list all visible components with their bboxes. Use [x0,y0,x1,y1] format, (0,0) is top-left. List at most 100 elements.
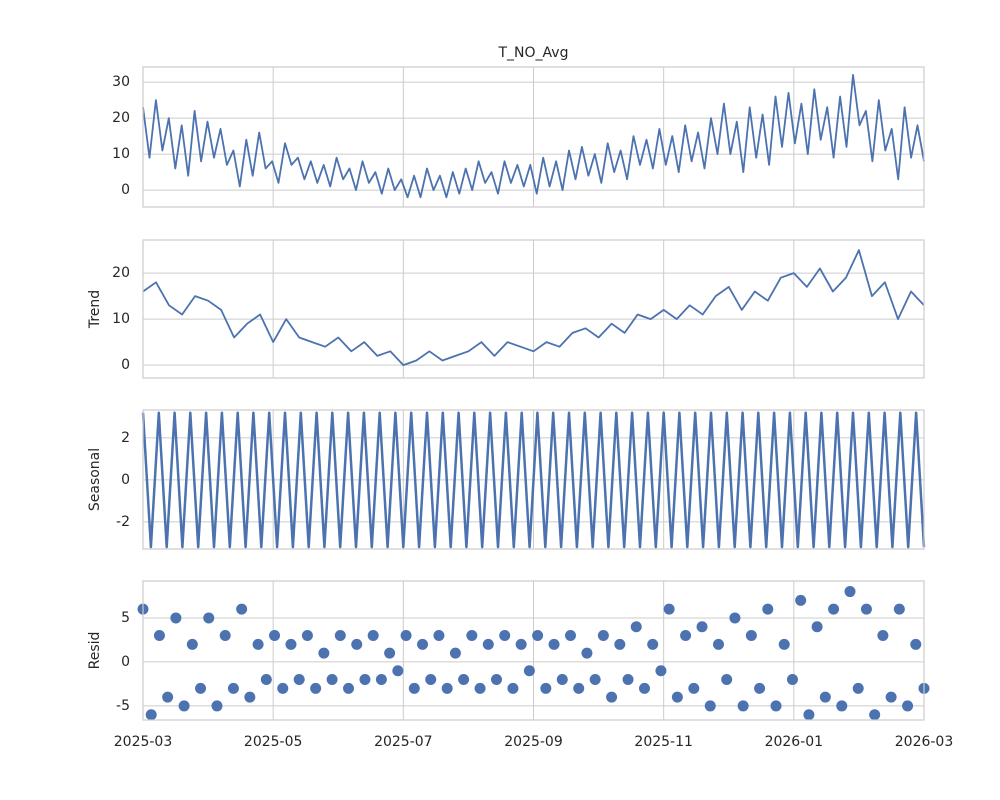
y-tick-label: -2 [116,514,130,530]
y-tick-label: 10 [112,311,130,327]
data-point [548,638,560,650]
data-point [318,647,330,659]
data-point [236,603,248,615]
data-point [285,638,297,650]
data-point [556,674,568,686]
data-point [704,700,716,712]
data-point [877,630,889,642]
data-point [795,594,807,606]
data-point [869,709,881,721]
data-point [252,638,264,650]
data-point [482,638,494,650]
data-point [244,691,256,703]
data-point [499,630,511,642]
data-point [474,682,486,694]
data-point [778,638,790,650]
x-tick-label: 2026-01 [765,734,824,750]
data-point [844,586,856,598]
y-tick-label: 5 [121,610,130,626]
data-point [162,691,174,703]
data-point [630,621,642,633]
subplot: Resid -5 0 5 2025-03 2025-05 2025-07 2025-09 202… [87,580,954,750]
subplot: Trend 0 10 20 [87,239,925,379]
data-point [589,674,601,686]
axes-frame [142,66,925,208]
data-point [458,674,470,686]
y-axis-label: Trend [87,290,103,329]
data-point [721,674,733,686]
data-point [425,674,437,686]
data-point [729,612,741,624]
data-point [211,700,223,712]
data-point [852,682,864,694]
y-tick-label: 0 [121,654,130,670]
data-point [606,691,618,703]
data-point [573,682,585,694]
data-line [142,249,925,367]
data-point [828,603,840,615]
data-point [417,638,429,650]
data-point [688,682,700,694]
data-point [351,638,363,650]
data-point [277,682,289,694]
data-point [770,700,782,712]
data-point [491,674,503,686]
data-point [786,674,798,686]
data-point [449,647,461,659]
data-point [523,665,535,677]
data-point [532,630,544,642]
data-point [803,709,815,721]
data-point [893,603,905,615]
data-point [310,682,322,694]
x-tick-label: 2025-05 [244,734,303,750]
data-point [466,630,478,642]
data-point [540,682,552,694]
data-point [515,638,527,650]
axes-frame [142,580,925,721]
data-point [696,621,708,633]
data-point [384,647,396,659]
data-point [260,674,272,686]
data-point [507,682,519,694]
data-point [581,647,593,659]
data-point [836,700,848,712]
data-point [647,638,659,650]
y-axis-label: Seasonal [87,448,103,511]
data-point [680,630,692,642]
y-tick-label: -5 [116,698,130,714]
x-tick-label: 2026-03 [895,734,954,750]
data-point [671,691,683,703]
data-point [359,674,371,686]
data-point [343,682,355,694]
subplot-title: T_NO_Avg [498,45,569,61]
data-point [762,603,774,615]
data-point [754,682,766,694]
subplot: Seasonal -2 0 2 [87,409,926,550]
data-point [737,700,749,712]
data-point [195,682,207,694]
y-tick-label: 0 [121,357,130,373]
data-point [441,682,453,694]
data-point [186,638,198,650]
data-point [170,612,182,624]
data-line [141,411,926,549]
data-point [663,603,675,615]
y-tick-label: 0 [121,472,130,488]
x-tick-label: 2025-11 [634,734,693,750]
data-point [375,674,387,686]
y-tick-label: 20 [112,110,130,126]
data-point [367,630,379,642]
data-point [860,603,872,615]
data-point [203,612,215,624]
data-line [142,74,925,199]
data-point [219,630,231,642]
data-point [638,682,650,694]
data-point [885,691,897,703]
data-point [334,630,346,642]
axes-frame [142,409,925,550]
data-point [408,682,420,694]
data-point [400,630,412,642]
x-tick-label: 2025-09 [504,734,563,750]
data-point [597,630,609,642]
data-point [293,674,305,686]
